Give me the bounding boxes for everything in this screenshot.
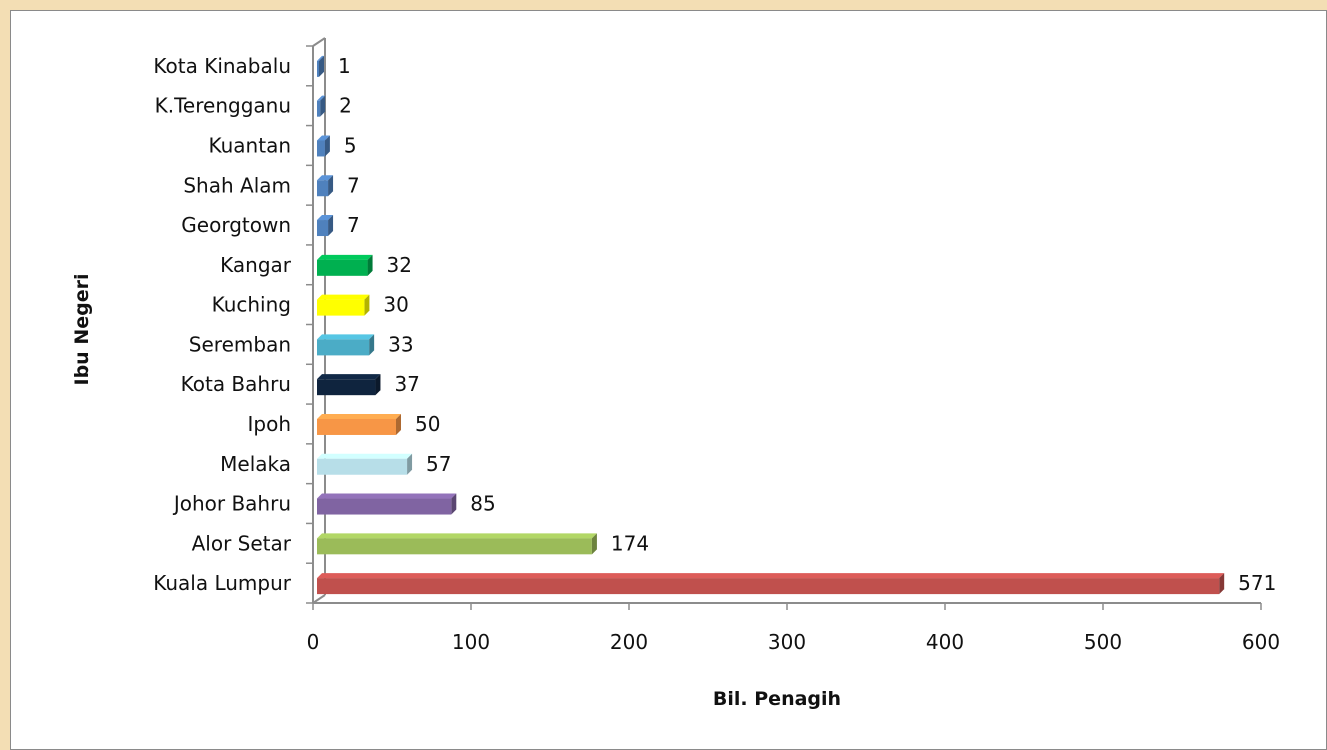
bar-end (320, 95, 326, 117)
bar-top (317, 294, 370, 300)
category-label: Johor Bahru (172, 492, 291, 516)
bar (317, 458, 408, 475)
data-label: 85 (470, 492, 495, 516)
category-label: Melaka (220, 452, 291, 476)
bar (317, 220, 329, 237)
bar-end (319, 55, 324, 77)
bar-top (317, 135, 330, 141)
data-label: 30 (383, 293, 408, 317)
wall-top-edge (312, 37, 326, 47)
category-label: Kangar (220, 253, 292, 277)
bar-top (317, 573, 1225, 579)
bar-end (328, 175, 334, 197)
bar (317, 100, 321, 117)
category-label: K.Terengganu (155, 94, 291, 118)
bar-chart: 0 100 200 300 400 500 600 Kuala Lumpur 571Alor … (71, 37, 1280, 710)
bar (317, 140, 325, 157)
data-label: 1 (338, 54, 351, 78)
bar-end (375, 374, 381, 396)
bar-top (317, 493, 457, 499)
bar-top (317, 55, 324, 61)
data-label: 5 (344, 133, 357, 157)
data-label: 37 (394, 372, 419, 396)
data-label: 571 (1238, 571, 1276, 595)
data-label: 33 (388, 332, 413, 356)
floor-edge (312, 594, 326, 604)
data-label: 57 (426, 452, 451, 476)
bar-top (317, 215, 334, 221)
category-label: Kuantan (209, 133, 292, 157)
bar (317, 418, 396, 435)
bar (317, 180, 329, 197)
bar-end (364, 294, 370, 316)
category-label: Seremban (189, 332, 291, 356)
chart-frame: 0 100 200 300 400 500 600 Kuala Lumpur 571 Alor … (10, 10, 1327, 750)
bar (317, 259, 368, 276)
data-label: 32 (387, 253, 412, 277)
data-label: 50 (415, 412, 440, 436)
category-label: Kuching (212, 293, 291, 317)
bar-end (451, 493, 457, 515)
category-label: Kuala Lumpur (153, 571, 292, 595)
bar-top (317, 374, 381, 380)
bar (317, 498, 452, 515)
data-label: 174 (611, 531, 649, 555)
category-label: Alor Setar (192, 531, 292, 555)
bar-end (407, 453, 413, 475)
x-tick-label: 300 (768, 630, 806, 654)
bar (317, 379, 376, 396)
bar (317, 538, 592, 555)
bar (317, 339, 370, 356)
bars (317, 55, 1225, 595)
x-tick-label: 600 (1242, 630, 1280, 654)
bar-top (317, 533, 597, 539)
category-label: Kota Bahru (181, 372, 291, 396)
bar (317, 578, 1220, 595)
category-label: Kota Kinabalu (153, 54, 291, 78)
category-label: Georgtown (181, 213, 291, 237)
bar-top (317, 413, 401, 419)
x-tick-label: 500 (1084, 630, 1122, 654)
data-label: 2 (339, 94, 352, 118)
bar-end (369, 334, 375, 356)
data-label: 7 (347, 173, 360, 197)
bar-top (317, 334, 375, 340)
bar (317, 60, 319, 77)
bar-end (1219, 573, 1225, 595)
x-axis-title: Bil. Penagih (713, 688, 841, 710)
x-tick-label: 200 (610, 630, 648, 654)
bar-end (591, 533, 597, 555)
category-label: Ipoh (247, 412, 291, 436)
axes: 0 100 200 300 400 500 600 (306, 37, 1280, 654)
bar-top (317, 95, 326, 101)
bar-end (328, 215, 334, 237)
bar-top (317, 453, 413, 459)
x-tick-label: 400 (926, 630, 964, 654)
bar-end (324, 135, 330, 157)
bar-top (317, 175, 334, 181)
bar-end (367, 254, 373, 276)
bar-top (317, 254, 373, 260)
x-tick-label: 0 (307, 630, 320, 654)
bar (317, 299, 365, 316)
data-label: 7 (347, 213, 360, 237)
category-label: Shah Alam (183, 173, 291, 197)
bar-end (396, 413, 401, 435)
y-axis-title: Ibu Negeri (71, 274, 93, 386)
x-tick-label: 100 (452, 630, 490, 654)
